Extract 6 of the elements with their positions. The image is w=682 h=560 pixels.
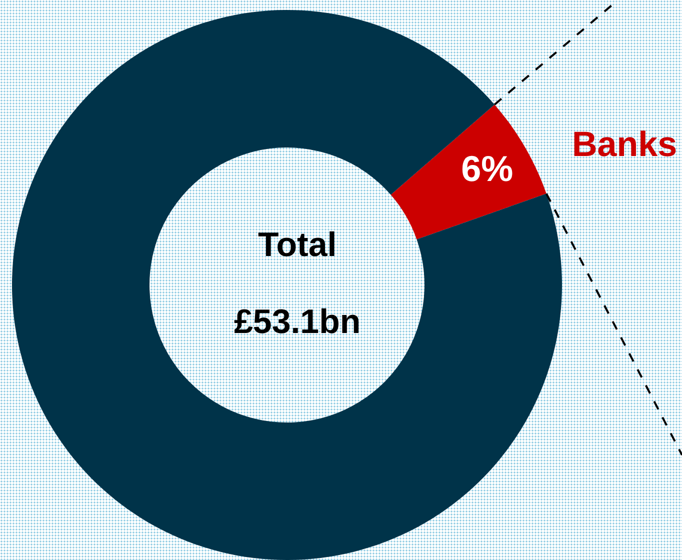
text: Total <box>258 226 337 264</box>
slice-label: Banks <box>572 125 678 164</box>
data-label: 6% <box>461 148 514 189</box>
donut-slice <box>390 104 546 240</box>
text: £53.1bn <box>234 303 361 341</box>
donut-slice <box>12 10 562 560</box>
